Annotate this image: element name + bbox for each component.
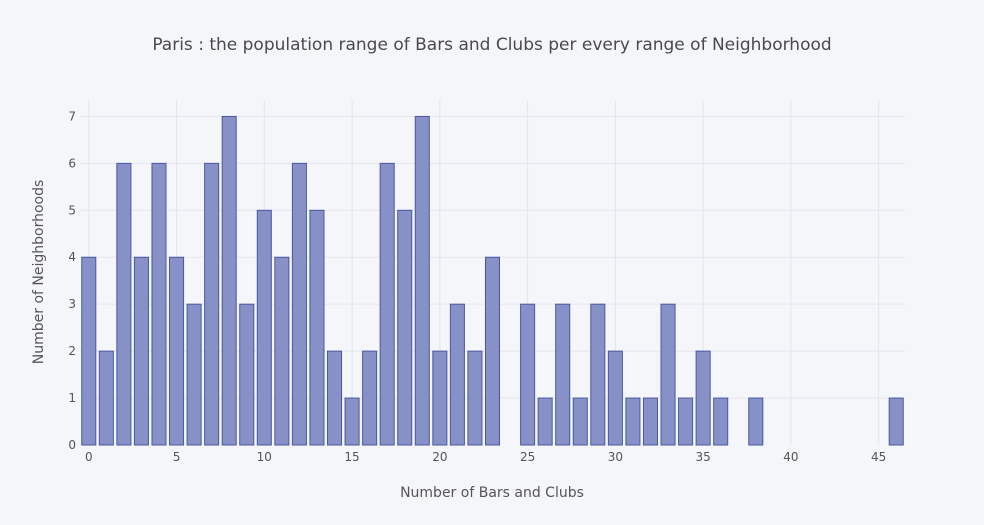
x-tick-label: 20 — [432, 450, 447, 464]
bar[interactable] — [607, 350, 623, 446]
y-axis-title: Number of Neighborhoods — [31, 180, 47, 365]
y-tick-label: 4 — [68, 250, 76, 264]
y-axis-ticks: 0 1 2 3 4 5 6 7 — [68, 109, 76, 452]
x-tick-label: 15 — [344, 450, 359, 464]
bar[interactable] — [555, 303, 571, 446]
x-tick-label: 5 — [173, 450, 181, 464]
y-tick-label: 0 — [68, 438, 76, 452]
bar[interactable] — [239, 303, 255, 446]
bar[interactable] — [274, 256, 290, 446]
x-tick-label: 40 — [783, 450, 798, 464]
bar[interactable] — [625, 397, 641, 446]
bar[interactable] — [291, 162, 307, 446]
y-tick-label: 7 — [68, 109, 76, 123]
bar[interactable] — [449, 303, 465, 446]
y-tick-label: 2 — [68, 344, 76, 358]
bar[interactable] — [642, 397, 659, 446]
bar[interactable] — [590, 303, 606, 446]
bar[interactable] — [572, 397, 588, 446]
x-tick-label: 45 — [871, 450, 886, 464]
bar[interactable] — [695, 350, 711, 446]
bar[interactable] — [186, 303, 202, 446]
x-tick-label: 30 — [608, 450, 623, 464]
x-axis-title: Number of Bars and Clubs — [400, 485, 584, 501]
x-tick-label: 25 — [520, 450, 535, 464]
bar[interactable] — [98, 350, 114, 446]
y-tick-label: 3 — [68, 297, 76, 311]
bars — [81, 115, 904, 446]
bar[interactable] — [678, 397, 694, 446]
bar[interactable] — [221, 115, 237, 446]
bar[interactable] — [256, 209, 272, 446]
x-tick-label: 0 — [85, 450, 93, 464]
bar[interactable] — [660, 303, 676, 446]
bar[interactable] — [309, 209, 325, 446]
bar[interactable] — [432, 350, 448, 446]
bar[interactable] — [133, 256, 149, 446]
chart-title: Paris : the population range of Bars and… — [152, 35, 831, 55]
x-axis-ticks: 0 5 10 15 20 25 30 35 40 45 — [85, 450, 886, 464]
x-tick-label: 35 — [695, 450, 710, 464]
bar[interactable] — [151, 162, 167, 446]
bar[interactable] — [520, 303, 536, 446]
y-tick-label: 6 — [68, 156, 76, 170]
bar[interactable] — [414, 115, 430, 446]
bar[interactable] — [116, 162, 132, 446]
bar[interactable] — [327, 350, 343, 446]
bar[interactable] — [344, 397, 360, 446]
bar[interactable] — [379, 162, 395, 446]
bar[interactable] — [397, 209, 413, 446]
bar[interactable] — [888, 397, 904, 446]
bar[interactable] — [169, 256, 185, 446]
bar[interactable] — [362, 350, 378, 446]
bar[interactable] — [467, 350, 483, 446]
bar[interactable] — [713, 397, 729, 446]
bar[interactable] — [204, 162, 220, 446]
bar[interactable] — [748, 397, 764, 446]
y-tick-label: 5 — [68, 203, 76, 217]
bar[interactable] — [81, 256, 97, 446]
y-tick-label: 1 — [68, 391, 76, 405]
bar[interactable] — [537, 397, 553, 446]
bar[interactable] — [484, 256, 501, 446]
x-tick-label: 10 — [257, 450, 272, 464]
